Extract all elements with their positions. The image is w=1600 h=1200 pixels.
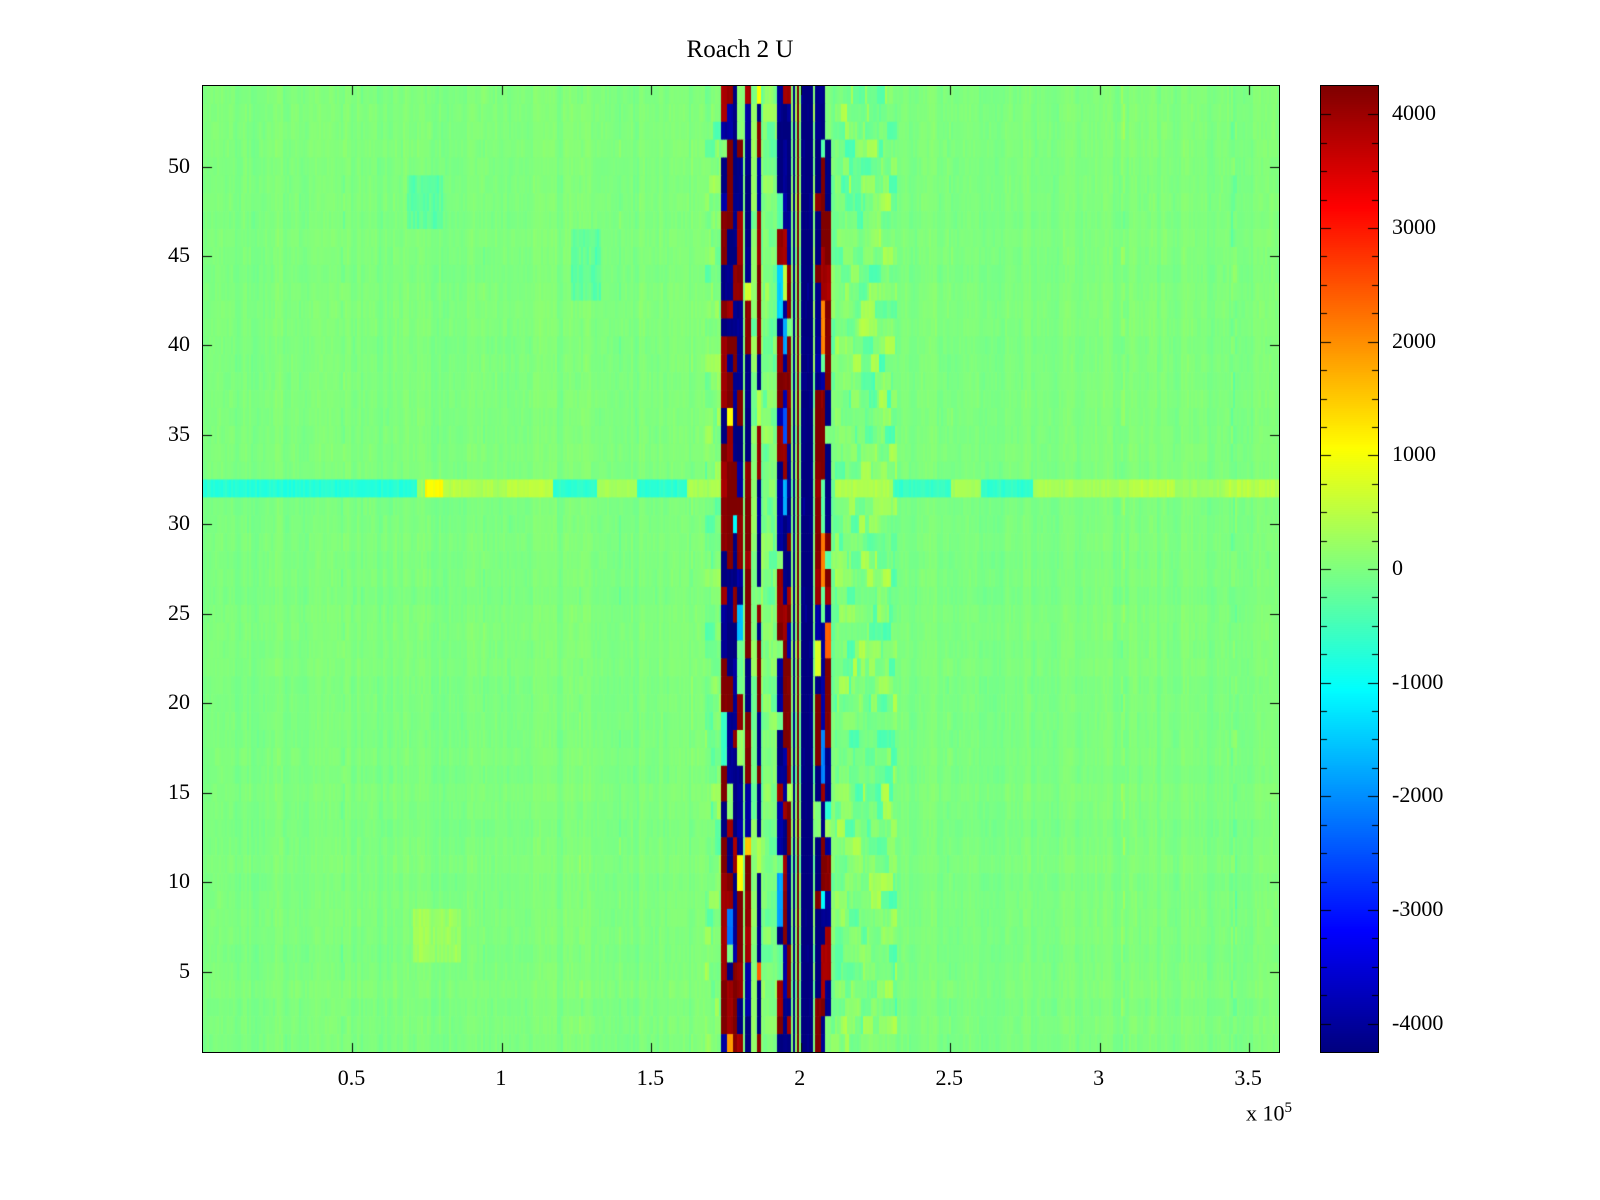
x-axis-scale-label: x 105	[1102, 1100, 1292, 1126]
x-tick-label: 3	[1093, 1065, 1105, 1090]
colorbar-tick-label: 3000	[1392, 214, 1436, 240]
x-tick-label: 3.5	[1234, 1065, 1262, 1090]
x-axis-scale-exponent: 5	[1284, 1100, 1293, 1116]
y-tick-label: 35	[168, 420, 190, 446]
y-tick-label: 20	[168, 689, 190, 715]
y-tick-label: 45	[168, 241, 190, 267]
colorbar-tick-label: -3000	[1392, 895, 1444, 921]
heatmap-canvas	[203, 86, 1279, 1052]
colorbar-tick-label: -2000	[1392, 782, 1444, 808]
y-tick-label: 25	[168, 599, 190, 625]
colorbar-tick-label: 2000	[1392, 327, 1436, 353]
x-axis-scale-mantissa: x 10	[1246, 1100, 1285, 1126]
colorbar-tick-label: 4000	[1392, 100, 1436, 126]
colorbar-tick-label: -1000	[1392, 668, 1444, 694]
x-tick-label: 0.5	[337, 1065, 366, 1090]
y-tick-label: 15	[168, 778, 190, 804]
colorbar-canvas	[1321, 86, 1378, 1052]
plot-area	[202, 85, 1280, 1053]
x-tick-label: 1.5	[636, 1065, 665, 1090]
x-tick-label: 2	[794, 1065, 806, 1090]
colorbar-tick-label: -4000	[1392, 1009, 1444, 1035]
y-tick-label: 40	[168, 331, 190, 357]
y-tick-label: 10	[168, 868, 190, 894]
y-tick-label: 30	[168, 510, 190, 536]
colorbar-tick-label: 1000	[1392, 441, 1436, 467]
y-tick-label: 50	[168, 152, 190, 178]
colorbar-tick-label: 0	[1392, 555, 1403, 580]
colorbar	[1320, 85, 1379, 1053]
x-tick-label: 2.5	[935, 1065, 963, 1090]
x-tick-label: 1	[495, 1065, 507, 1090]
chart-title: Roach 2 U	[686, 36, 794, 63]
y-tick-label: 5	[179, 957, 190, 983]
